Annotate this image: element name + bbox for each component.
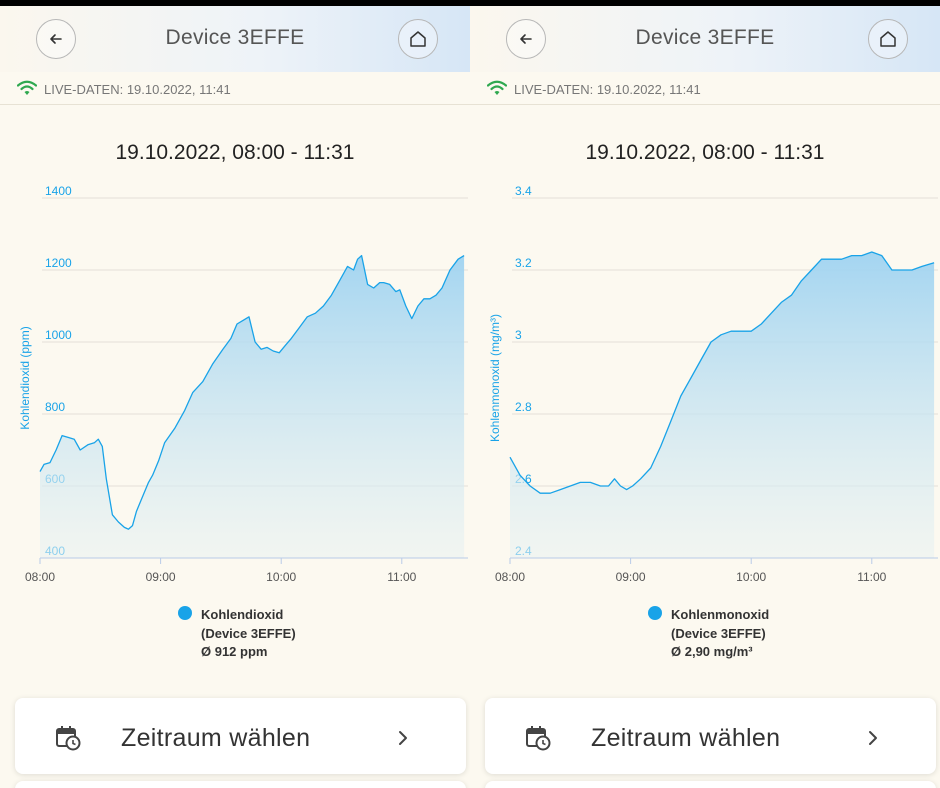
y-tick-label: 3.4 <box>515 184 532 198</box>
select-period-label: Zeitraum wählen <box>121 724 311 752</box>
screen-co: Device 3EFFE LIVE-DATEN: 19.10.2022, 11:… <box>470 0 940 788</box>
back-button[interactable] <box>36 19 76 59</box>
y-axis-title: Kohlenmonoxid (mg/m³) <box>488 314 502 442</box>
legend-device: (Device 3EFFE) <box>671 625 766 641</box>
status-bar <box>0 0 470 6</box>
live-data-text: LIVE-DATEN: 19.10.2022, 11:41 <box>44 82 231 97</box>
y-tick-label: 2.8 <box>515 400 532 414</box>
select-period-button[interactable]: Zeitraum wählen <box>485 698 936 774</box>
select-period-label: Zeitraum wählen <box>591 724 781 752</box>
live-data-bar: LIVE-DATEN: 19.10.2022, 11:41 <box>0 72 470 105</box>
next-card[interactable] <box>485 781 936 788</box>
x-tick-label: 08:00 <box>495 570 525 584</box>
legend-series-name: Kohlenmonoxid <box>671 607 770 622</box>
home-icon <box>880 31 896 47</box>
date-range-title: 19.10.2022, 08:00 - 11:31 <box>585 141 825 164</box>
date-range-title: 19.10.2022, 08:00 - 11:31 <box>115 141 355 164</box>
next-card[interactable] <box>15 781 466 788</box>
back-button[interactable] <box>506 19 546 59</box>
y-tick-label: 3 <box>515 328 522 342</box>
co-chart: 2.42.62.833.23.408:0009:0010:0011:00Kohl… <box>488 184 938 584</box>
home-button[interactable] <box>398 19 438 59</box>
legend-dot <box>178 606 192 620</box>
y-tick-label: 800 <box>45 400 65 414</box>
page-title: Device 3EFFE <box>635 26 775 49</box>
y-tick-label: 1400 <box>45 184 72 198</box>
legend: Kohlenmonoxid (Device 3EFFE) Ø 2,90 mg/m… <box>671 606 769 662</box>
wifi-icon <box>17 80 37 95</box>
series-area <box>40 255 465 558</box>
screen-co2: Device 3EFFE LIVE-DATEN: 19.10.2022, 11:… <box>0 0 470 788</box>
legend: Kohlendioxid (Device 3EFFE) Ø 912 ppm <box>201 606 296 662</box>
x-tick-label: 08:00 <box>25 570 55 584</box>
wifi-icon <box>487 80 507 95</box>
legend-device: (Device 3EFFE) <box>201 625 296 641</box>
app-header: Device 3EFFE <box>0 6 470 72</box>
live-data-text: LIVE-DATEN: 19.10.2022, 11:41 <box>514 82 701 97</box>
x-tick-label: 11:00 <box>857 570 886 584</box>
y-tick-label: 1200 <box>45 256 72 270</box>
chevron-right-icon <box>399 731 407 745</box>
calendar-clock-icon <box>526 726 551 751</box>
co2-chart: 40060080010001200140008:0009:0010:0011:0… <box>18 184 468 584</box>
home-icon <box>410 31 426 47</box>
series-line <box>509 251 935 494</box>
series-line <box>39 254 465 530</box>
series-area <box>510 252 935 558</box>
arrow-left-icon <box>520 34 532 44</box>
legend-average: Ø 912 ppm <box>201 644 268 659</box>
legend-series-name: Kohlendioxid <box>201 607 284 622</box>
live-data-bar: LIVE-DATEN: 19.10.2022, 11:41 <box>470 72 940 105</box>
calendar-clock-icon <box>56 726 81 751</box>
x-tick-label: 10:00 <box>266 570 296 584</box>
x-tick-label: 09:00 <box>616 570 646 584</box>
select-period-button[interactable]: Zeitraum wählen <box>15 698 466 774</box>
status-bar <box>470 0 940 6</box>
x-tick-label: 10:00 <box>736 570 766 584</box>
legend-dot <box>648 606 662 620</box>
x-tick-label: 11:00 <box>387 570 416 584</box>
arrow-left-icon <box>50 34 62 44</box>
x-tick-label: 09:00 <box>146 570 176 584</box>
y-tick-label: 1000 <box>45 328 72 342</box>
legend-average: Ø 2,90 mg/m³ <box>671 644 753 659</box>
app-header: Device 3EFFE <box>470 6 940 72</box>
home-button[interactable] <box>868 19 908 59</box>
y-tick-label: 3.2 <box>515 256 532 270</box>
chevron-right-icon <box>869 731 877 745</box>
y-axis-title: Kohlendioxid (ppm) <box>18 326 32 429</box>
page-title: Device 3EFFE <box>165 26 305 49</box>
